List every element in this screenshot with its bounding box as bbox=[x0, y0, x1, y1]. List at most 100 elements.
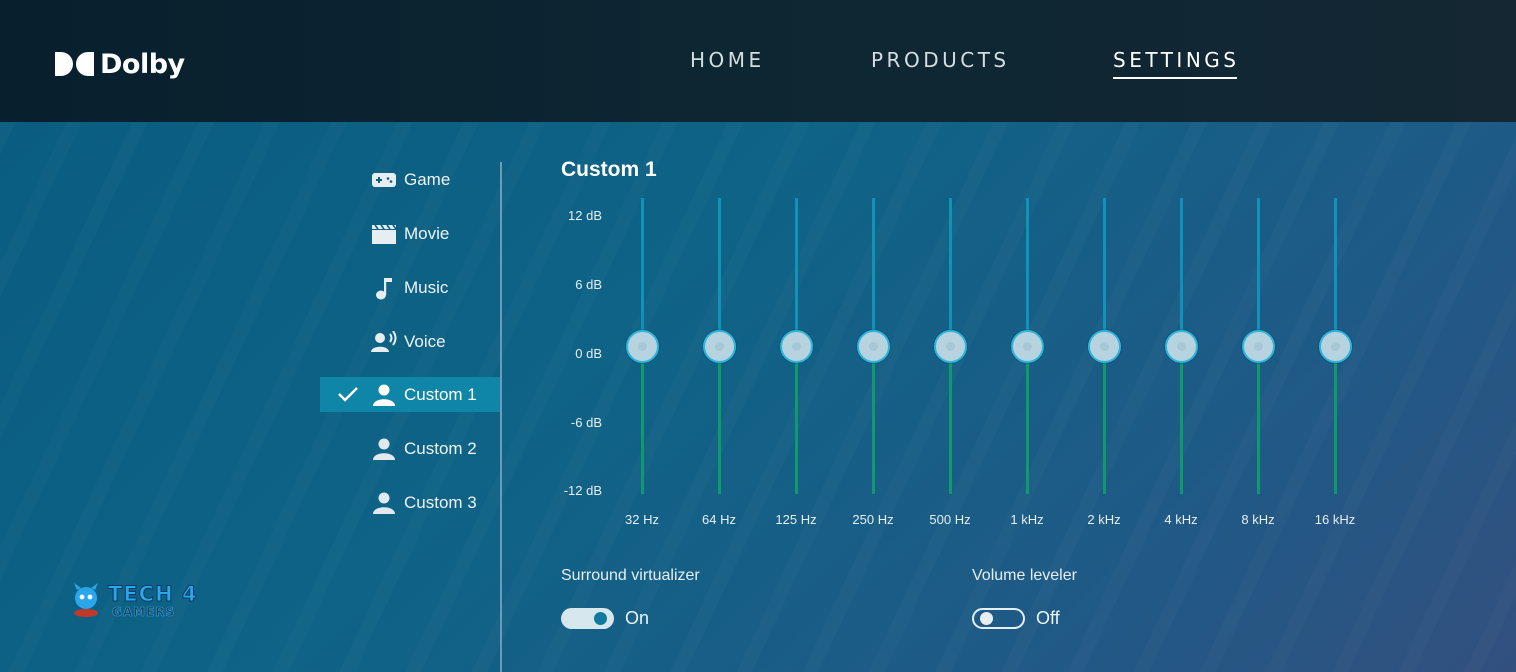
watermark-line2: GAMERS bbox=[112, 605, 176, 620]
user-icon bbox=[371, 437, 397, 461]
eq-track[interactable] bbox=[1026, 346, 1029, 494]
sidebar-item-label: Custom 2 bbox=[404, 438, 477, 458]
watermark-logo: TECH 4 GAMERS bbox=[68, 582, 198, 622]
eq-band-4-khz bbox=[1161, 198, 1201, 494]
surround-state: On bbox=[625, 608, 650, 628]
surround-label: Surround virtualizer bbox=[561, 567, 700, 584]
eq-track[interactable] bbox=[795, 346, 798, 494]
sidebar-item-custom-1[interactable]: Custom 1 bbox=[320, 377, 500, 412]
dolby-mark-icon bbox=[55, 52, 94, 76]
nav-products[interactable]: PRODUCTS bbox=[871, 48, 1010, 72]
eq-slider-knob[interactable] bbox=[1165, 329, 1198, 363]
eq-slider-knob[interactable] bbox=[780, 329, 813, 363]
sidebar-item-label: Game bbox=[404, 169, 451, 189]
db-label: -6 dB bbox=[570, 415, 602, 430]
settings-main: Game Movie Music Voice Custom 1 Custom 2 bbox=[0, 122, 1516, 672]
sidebar-item-label: Custom 3 bbox=[404, 492, 477, 512]
db-label: 6 dB bbox=[575, 277, 602, 292]
eq-band-64-hz bbox=[699, 198, 739, 494]
toggle-knob bbox=[980, 612, 993, 625]
db-label: 0 dB bbox=[575, 346, 602, 361]
eq-band-500-hz bbox=[930, 198, 970, 494]
sidebar-item-game[interactable]: Game bbox=[320, 162, 500, 197]
sidebar-item-music[interactable]: Music bbox=[320, 270, 500, 305]
gamepad-icon bbox=[371, 168, 397, 192]
eq-band-2-khz bbox=[1084, 198, 1124, 494]
clapperboard-icon bbox=[371, 222, 397, 246]
eq-band-1-khz bbox=[1007, 198, 1047, 494]
eq-band-16-khz bbox=[1315, 198, 1355, 494]
eq-track[interactable] bbox=[1103, 198, 1106, 346]
eq-band-32-hz bbox=[622, 198, 662, 494]
eq-slider-knob[interactable] bbox=[626, 329, 659, 363]
eq-track[interactable] bbox=[1026, 198, 1029, 346]
eq-track[interactable] bbox=[1257, 198, 1260, 346]
checkmark-icon bbox=[338, 386, 358, 407]
leveler-toggle[interactable] bbox=[972, 608, 1025, 629]
eq-track[interactable] bbox=[872, 346, 875, 494]
eq-track[interactable] bbox=[1180, 198, 1183, 346]
eq-track[interactable] bbox=[1103, 346, 1106, 494]
freq-label: 250 Hz bbox=[852, 512, 894, 527]
user-icon bbox=[371, 383, 397, 407]
sidebar-item-custom-2[interactable]: Custom 2 bbox=[320, 431, 500, 466]
watermark-line1: TECH 4 bbox=[108, 582, 198, 607]
eq-slider-knob[interactable] bbox=[857, 329, 890, 363]
eq-band-125-hz bbox=[776, 198, 816, 494]
sidebar-item-movie[interactable]: Movie bbox=[320, 216, 500, 251]
freq-label: 1 kHz bbox=[1010, 512, 1044, 527]
eq-track[interactable] bbox=[1334, 346, 1337, 494]
sidebar-divider bbox=[500, 162, 502, 672]
eq-track[interactable] bbox=[641, 198, 644, 346]
freq-label: 4 kHz bbox=[1164, 512, 1198, 527]
eq-slider-knob[interactable] bbox=[1088, 329, 1121, 363]
eq-track[interactable] bbox=[1334, 198, 1337, 346]
sidebar-item-label: Custom 1 bbox=[404, 384, 477, 404]
eq-band-8-khz bbox=[1238, 198, 1278, 494]
nav-home[interactable]: HOME bbox=[690, 48, 765, 72]
eq-slider-knob[interactable] bbox=[1011, 329, 1044, 363]
main-nav: HOME PRODUCTS SETTINGS bbox=[0, 48, 1516, 79]
panel-title: Custom 1 bbox=[561, 158, 657, 181]
leveler-state: Off bbox=[1036, 608, 1060, 628]
dolby-logo[interactable]: Dolby bbox=[55, 47, 185, 81]
eq-track[interactable] bbox=[949, 198, 952, 346]
eq-slider-knob[interactable] bbox=[1242, 329, 1275, 363]
sidebar-item-custom-3[interactable]: Custom 3 bbox=[320, 485, 500, 520]
sidebar-item-voice[interactable]: Voice bbox=[320, 324, 500, 359]
sidebar-item-label: Movie bbox=[404, 223, 450, 243]
music-note-icon bbox=[371, 276, 397, 300]
brand-name: Dolby bbox=[100, 48, 185, 80]
surround-toggle[interactable] bbox=[561, 608, 614, 629]
eq-track[interactable] bbox=[795, 198, 798, 346]
user-icon bbox=[371, 491, 397, 515]
freq-label: 500 Hz bbox=[929, 512, 971, 527]
db-label: -12 dB bbox=[563, 483, 602, 498]
mascot-icon bbox=[74, 583, 98, 617]
freq-label: 125 Hz bbox=[775, 512, 817, 527]
eq-slider-knob[interactable] bbox=[1319, 329, 1352, 363]
eq-track[interactable] bbox=[718, 346, 721, 494]
eq-track[interactable] bbox=[872, 198, 875, 346]
leveler-label: Volume leveler bbox=[972, 567, 1077, 584]
eq-track[interactable] bbox=[641, 346, 644, 494]
nav-settings[interactable]: SETTINGS bbox=[1113, 48, 1240, 79]
sidebar-item-label: Music bbox=[404, 277, 449, 297]
freq-label: 32 Hz bbox=[625, 512, 659, 527]
freq-label: 16 kHz bbox=[1314, 512, 1356, 527]
db-label: 12 dB bbox=[568, 208, 602, 223]
eq-slider-knob[interactable] bbox=[703, 329, 736, 363]
eq-track[interactable] bbox=[1180, 346, 1183, 494]
voice-icon bbox=[371, 330, 397, 354]
freq-label: 8 kHz bbox=[1241, 512, 1275, 527]
eq-track[interactable] bbox=[949, 346, 952, 494]
eq-track[interactable] bbox=[1257, 346, 1260, 494]
eq-slider-knob[interactable] bbox=[934, 329, 967, 363]
top-bar: Dolby HOME PRODUCTS SETTINGS bbox=[0, 0, 1516, 122]
toggle-knob bbox=[594, 612, 607, 625]
sidebar-item-label: Voice bbox=[404, 331, 446, 351]
freq-label: 2 kHz bbox=[1087, 512, 1121, 527]
freq-label: 64 Hz bbox=[702, 512, 736, 527]
eq-track[interactable] bbox=[718, 198, 721, 346]
eq-band-250-hz bbox=[853, 198, 893, 494]
